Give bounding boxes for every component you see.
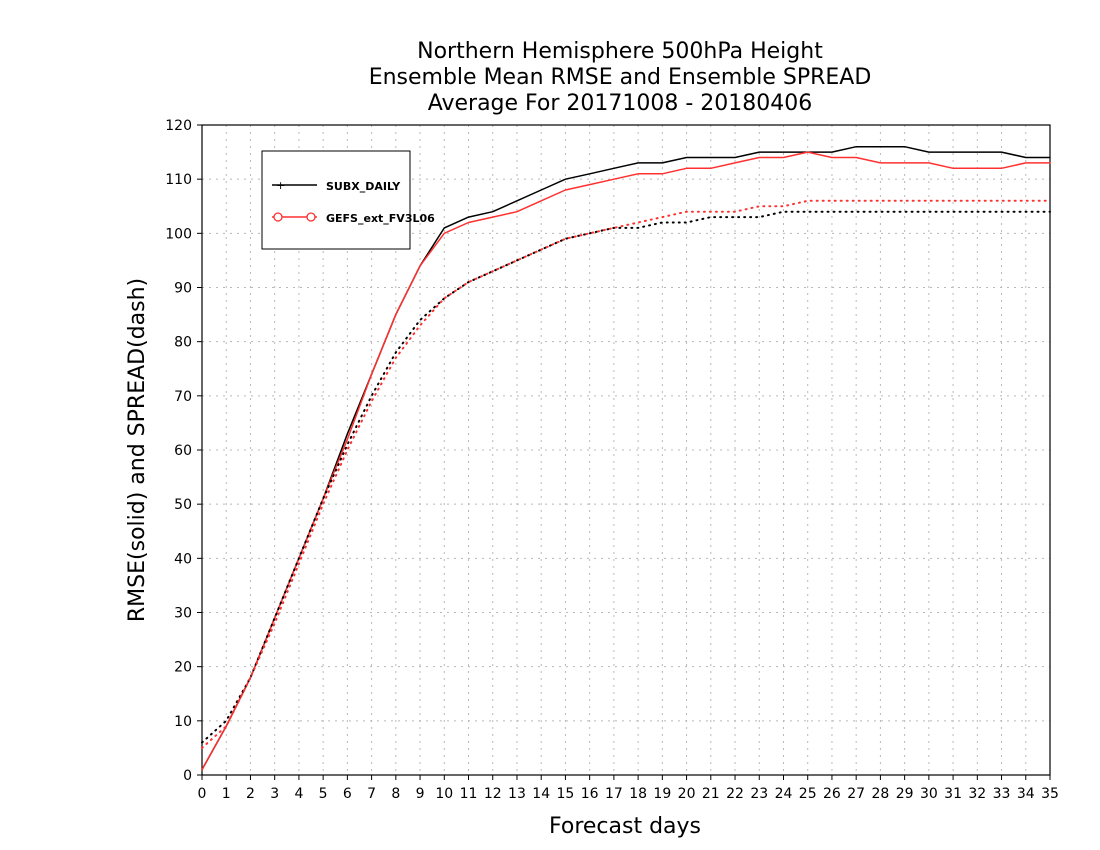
x-tick-label: 16 (581, 786, 599, 802)
x-tick-label: 15 (557, 786, 575, 802)
x-tick-label: 25 (799, 786, 817, 802)
x-tick-label: 34 (1017, 786, 1035, 802)
y-tick-label: 10 (174, 714, 192, 730)
x-tick-label: 0 (198, 786, 207, 802)
x-tick-label: 27 (847, 786, 865, 802)
legend-label-gefs: GEFS_ext_FV3L06 (326, 212, 435, 225)
x-tick-label: 6 (343, 786, 352, 802)
x-tick-label: 7 (367, 786, 376, 802)
x-tick-label: 30 (920, 786, 938, 802)
x-tick-label: 19 (653, 786, 671, 802)
series-line-0 (201, 145, 1051, 771)
title-line-2: Ensemble Mean RMSE and Ensemble SPREAD (369, 65, 872, 90)
y-axis-label: RMSE(solid) and SPREAD(dash) (125, 278, 150, 622)
circle-marker-icon (306, 212, 316, 222)
series-lines (201, 145, 1051, 771)
x-tick-label: 5 (319, 786, 328, 802)
y-tick-label: 120 (165, 118, 192, 134)
x-tick-label: 1 (222, 786, 231, 802)
y-tick-label: 20 (174, 660, 192, 676)
y-tick-label: 70 (174, 389, 192, 405)
x-tick-label: 11 (460, 786, 478, 802)
x-tick-label: 23 (750, 786, 768, 802)
title-line-3: Average For 20171008 - 20180406 (428, 91, 813, 116)
y-tick-label: 90 (174, 281, 192, 297)
x-tick-label: 20 (678, 786, 696, 802)
y-tick-label: 60 (174, 443, 192, 459)
y-tick-label: 40 (174, 551, 192, 567)
x-tick-label: 10 (435, 786, 453, 802)
chart-title: Northern Hemisphere 500hPa Height Ensemb… (369, 39, 872, 116)
legend-label-subx: SUBX_DAILY (326, 180, 401, 193)
x-tick-label: 12 (484, 786, 502, 802)
series-line-3 (201, 199, 1051, 749)
series-line-1 (201, 151, 1051, 771)
x-tick-label: 18 (629, 786, 647, 802)
x-tick-label: 33 (993, 786, 1011, 802)
y-tick-label: 110 (165, 172, 192, 188)
x-tick-label: 28 (871, 786, 889, 802)
circle-marker-icon (273, 212, 283, 222)
x-tick-label: 4 (294, 786, 303, 802)
x-tick-label: 13 (508, 786, 526, 802)
x-tick-label: 35 (1041, 786, 1059, 802)
x-tick-label: 24 (775, 786, 793, 802)
y-tick-label: 100 (165, 226, 192, 242)
x-tick-label: 8 (391, 786, 400, 802)
x-axis-label: Forecast days (549, 814, 701, 839)
title-line-1: Northern Hemisphere 500hPa Height (417, 39, 823, 64)
x-tick-label: 22 (726, 786, 744, 802)
x-tick-label: 9 (416, 786, 425, 802)
x-tick-label: 32 (968, 786, 986, 802)
y-tick-label: 0 (183, 768, 192, 784)
legend: + SUBX_DAILY GEFS_ext_FV3L06 (261, 150, 435, 250)
x-tick-label: 26 (823, 786, 841, 802)
x-tick-label: 2 (246, 786, 255, 802)
x-tick-label: 17 (605, 786, 623, 802)
series-line-2 (201, 210, 1051, 744)
x-tick-label: 31 (944, 786, 962, 802)
plus-icon: + (276, 179, 285, 192)
y-tick-label: 50 (174, 497, 192, 513)
legend-box (261, 150, 411, 250)
y-tick-label: 80 (174, 335, 192, 351)
y-tick-label: 30 (174, 606, 192, 622)
x-tick-label: 29 (896, 786, 914, 802)
x-tick-label: 3 (270, 786, 279, 802)
axis-ticks: 0 1 2 3 4 5 6 7 8 9 10 11 12 13 14 15 16 17 18 19 20 21 22 23 24… (165, 118, 1059, 802)
x-tick-label: 21 (702, 786, 720, 802)
x-tick-label: 14 (532, 786, 550, 802)
